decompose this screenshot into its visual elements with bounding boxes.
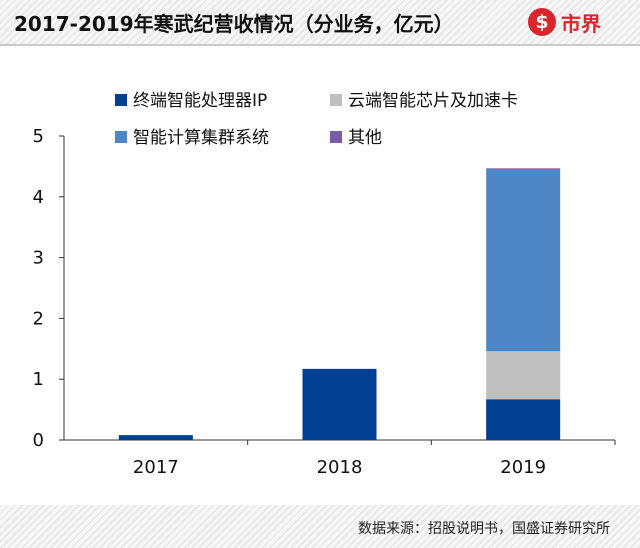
y-tick-label: 2 <box>33 308 44 329</box>
source-note: 数据来源：招股说明书，国盛证券研究所 <box>358 521 610 537</box>
legend-swatch <box>115 94 127 106</box>
legend-label: 智能计算集群系统 <box>133 128 269 148</box>
bar-segment <box>486 168 561 169</box>
y-tick-label: 1 <box>33 369 44 390</box>
x-tick-label: 2017 <box>133 457 179 478</box>
bar-segment <box>302 368 377 440</box>
header-banner: 2017-2019年寒武纪营收情况（分业务，亿元） $ 市界 <box>0 0 640 44</box>
footer-banner: 数据来源：招股说明书，国盛证券研究所 <box>0 505 640 548</box>
legend-label: 其他 <box>348 128 382 148</box>
y-tick-label: 5 <box>33 126 44 147</box>
y-tick-label: 0 <box>33 430 44 451</box>
bar-segment <box>486 351 561 400</box>
legend-swatch <box>330 131 342 143</box>
bar-segment <box>118 435 193 440</box>
legend-swatch <box>330 94 342 106</box>
brand-logo-icon: $ <box>528 8 556 36</box>
legend-label: 云端智能芯片及加速卡 <box>348 91 518 111</box>
brand-name: 市界 <box>561 11 601 36</box>
header-divider <box>0 44 640 46</box>
bar-segment <box>486 399 561 440</box>
legend-label: 终端智能处理器IP <box>133 91 267 111</box>
bar-segment <box>486 168 561 352</box>
dollar-icon: $ <box>535 11 549 33</box>
y-tick-label: 3 <box>33 248 44 269</box>
x-tick-label: 2019 <box>500 457 546 478</box>
legend-swatch <box>115 131 127 143</box>
x-tick-label: 2018 <box>317 457 363 478</box>
stacked-bar-chart: 0 1 2 3 4 5 2017 2018 2019 终端智能处理器IP 云端智能芯片及加速卡智能计… <box>33 91 616 478</box>
y-tick-label: 4 <box>33 187 44 208</box>
chart-title: 2017-2019年寒武纪营收情况（分业务，亿元） <box>14 12 454 36</box>
brand: $ 市界 <box>528 7 601 37</box>
